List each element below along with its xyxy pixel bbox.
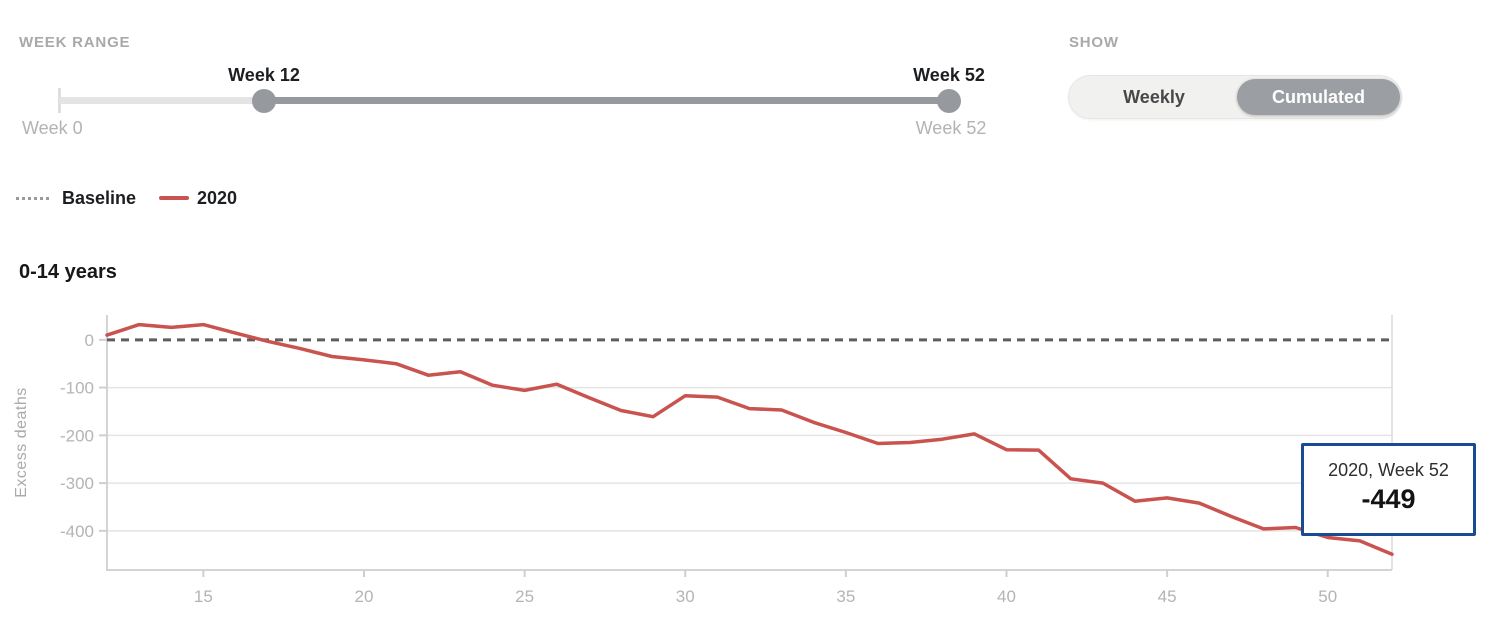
- x-tick-label: 20: [355, 587, 374, 606]
- show-label: SHOW: [1069, 34, 1119, 51]
- week-range-handle-end-label: Week 52: [913, 65, 985, 85]
- x-tick-label: 40: [997, 587, 1016, 606]
- tooltip-value: -449: [1361, 484, 1416, 514]
- week-range-handle-start-label: Week 12: [228, 65, 300, 85]
- plot-area[interactable]: [107, 315, 1392, 570]
- y-tick-label: 0: [85, 331, 94, 350]
- week-range-handle-start[interactable]: [252, 89, 276, 113]
- y-tick-label: -400: [60, 522, 94, 541]
- week-range-handle-end[interactable]: [937, 89, 961, 113]
- y-tick-label: -100: [60, 379, 94, 398]
- x-tick-label: 25: [515, 587, 534, 606]
- y-tick-label: -300: [60, 474, 94, 493]
- week-range-label: WEEK RANGE: [19, 34, 131, 51]
- legend-label-baseline: Baseline: [62, 188, 137, 208]
- tooltip-series-week: 2020, Week 52: [1328, 460, 1449, 480]
- series-2020-line: [105, 322, 1394, 556]
- week-range-max-label: Week 52: [915, 118, 987, 138]
- toggle-option-cumulated[interactable]: Cumulated: [1237, 79, 1400, 115]
- y-axis-title: Excess deaths: [13, 387, 30, 498]
- baseline-legend-swatch-icon: [16, 197, 49, 200]
- x-tick-label: 30: [676, 587, 695, 606]
- toggle-option-weekly[interactable]: Weekly: [1123, 87, 1185, 107]
- week-range-slider-selected-range[interactable]: [264, 97, 949, 104]
- x-tick-label: 50: [1318, 587, 1337, 606]
- week-range-min-label: Week 0: [22, 118, 83, 138]
- show-toggle-group: Weekly Cumulated: [1068, 75, 1402, 119]
- x-tick-label: 15: [194, 587, 213, 606]
- y-tick-label: -200: [60, 426, 94, 445]
- x-tick-label: 45: [1158, 587, 1177, 606]
- x-tick-label: 35: [836, 587, 855, 606]
- legend-label-2020: 2020: [197, 188, 238, 208]
- chart-tooltip: 2020, Week 52 -449: [1301, 443, 1476, 536]
- series-2020-legend-swatch-icon: [159, 196, 189, 200]
- chart-title: 0-14 years: [19, 261, 117, 283]
